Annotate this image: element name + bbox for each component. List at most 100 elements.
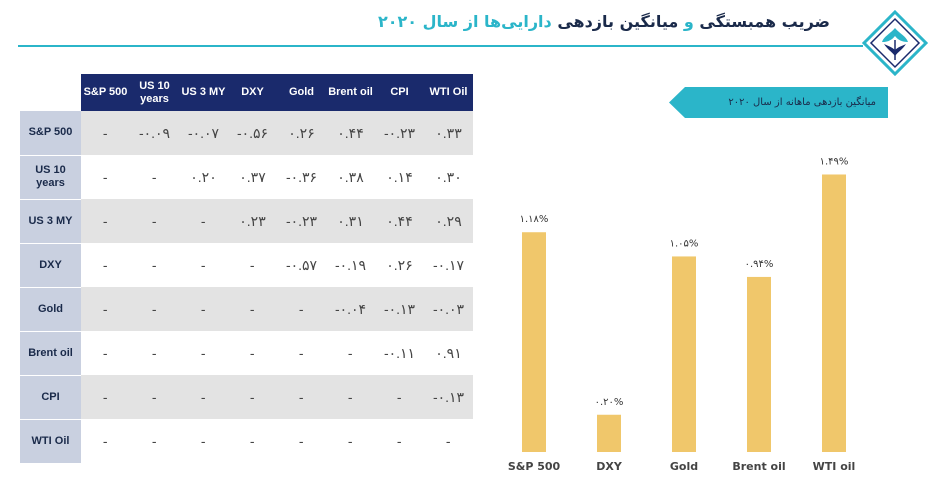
matrix-corner — [20, 74, 81, 111]
column-header: WTI Oil — [424, 74, 473, 111]
matrix-row: Gold - - - - - -۰.۰۴ -۰.۱۳ -۰.۰۳ — [20, 287, 473, 332]
matrix-cell: -۰.۱۳ — [375, 287, 424, 331]
matrix-cell: ۰.۲۹ — [424, 199, 473, 243]
column-header: US 3 MY — [179, 74, 228, 111]
matrix-cell: - — [228, 287, 277, 331]
matrix-cell: -۰.۰۷ — [179, 111, 228, 155]
matrix-row: DXY - - - - -۰.۵۷ -۰.۱۹ ۰.۲۶ -۰.۱۷ — [20, 243, 473, 288]
matrix-cell: - — [179, 199, 228, 243]
matrix-cell: - — [179, 419, 228, 463]
row-header: WTI Oil — [20, 419, 81, 464]
data-label: ۰.۲۰% — [595, 397, 624, 408]
matrix-row: Brent oil - - - - - - -۰.۱۱ ۰.۹۱ — [20, 331, 473, 376]
row-header: US 3 MY — [20, 199, 81, 244]
matrix-cell: ۰.۴۴ — [375, 199, 424, 243]
matrix-cell: -۰.۲۳ — [277, 199, 326, 243]
matrix-cell: - — [81, 287, 130, 331]
x-tick-label: Gold — [670, 460, 698, 473]
row-header: Gold — [20, 287, 81, 332]
matrix-cell: ۰.۲۶ — [375, 243, 424, 287]
column-header: US 10 years — [130, 74, 179, 111]
matrix-cell: - — [179, 287, 228, 331]
matrix-cell: - — [130, 243, 179, 287]
x-tick-label: Brent oil — [732, 460, 785, 473]
data-label: ۰.۹۴% — [745, 259, 774, 270]
matrix-cell: - — [277, 287, 326, 331]
matrix-cell: -۰.۳۶ — [277, 155, 326, 199]
matrix-cell: - — [130, 375, 179, 419]
matrix-cell: -۰.۱۳ — [424, 375, 473, 419]
title-part-assets: دارایی‌ها از سال ۲۰۲۰ — [377, 12, 552, 31]
correlation-matrix: S&P 500 US 10 years US 3 MY DXY Gold Bre… — [20, 74, 473, 464]
matrix-cell: ۰.۳۱ — [326, 199, 375, 243]
data-label: ۱.۴۹% — [820, 156, 849, 167]
matrix-cell: -۰.۵۷ — [277, 243, 326, 287]
matrix-cell: ۰.۲۳ — [228, 199, 277, 243]
x-tick-label: S&P 500 — [508, 460, 561, 473]
matrix-cell: - — [277, 375, 326, 419]
matrix-row: US 3 MY - - -۰.۲۳ -۰.۲۳ ۰.۳۱ ۰.۴۴ ۰.۲۹ — [20, 199, 473, 244]
matrix-cell: - — [130, 419, 179, 463]
title-part-average-return: میانگین بازدهی — [557, 12, 679, 31]
bar — [672, 256, 696, 452]
matrix-cell: -۰.۰۳ — [424, 287, 473, 331]
column-header: DXY — [228, 74, 277, 111]
matrix-row: CPI - - - - - - - -۰.۱۳ — [20, 375, 473, 420]
row-header: Brent oil — [20, 331, 81, 376]
title-part-correlation: ضریب همبستگی — [699, 12, 830, 31]
matrix-header-row: S&P 500 US 10 years US 3 MY DXY Gold Bre… — [20, 74, 473, 111]
matrix-row: US 10 years - -۰.۲۰ ۰.۳۷ -۰.۳۶ ۰.۳۸ ۰.۱۴ ۰.۳۰ — [20, 155, 473, 200]
column-header: CPI — [375, 74, 424, 111]
matrix-cell: - — [179, 331, 228, 375]
matrix-cell: - — [179, 243, 228, 287]
average-return-bar-chart: ۱.۱۸% S&P 500 ۰.۲۰% DXY ۱.۰۵% Gold ۰.۹۴% Brent … — [508, 156, 856, 473]
matrix-cell: - — [130, 287, 179, 331]
matrix-cell: - — [277, 419, 326, 463]
matrix-cell: - — [130, 199, 179, 243]
matrix-cell: ۰.۲۶ — [277, 111, 326, 155]
matrix-cell: - — [81, 199, 130, 243]
matrix-cell: - — [228, 375, 277, 419]
matrix-cell: -۰.۰۹ — [130, 111, 179, 155]
data-label: ۱.۰۵% — [670, 238, 699, 249]
bar — [522, 232, 546, 452]
x-tick-label: DXY — [596, 460, 623, 473]
matrix-cell: - — [179, 375, 228, 419]
matrix-cell: - — [130, 331, 179, 375]
matrix-cell: - — [130, 155, 179, 199]
row-header: CPI — [20, 375, 81, 420]
matrix-cell: - — [228, 243, 277, 287]
matrix-cell: - — [81, 331, 130, 375]
matrix-cell: -۰.۲۳ — [375, 111, 424, 155]
matrix-cell: -۰.۱۱ — [375, 331, 424, 375]
matrix-cell: ۰.۲۰ — [179, 155, 228, 199]
bar — [822, 174, 846, 453]
matrix-cell: - — [326, 331, 375, 375]
row-header: DXY — [20, 243, 81, 288]
chart-title: میانگین بازدهی ماهانه از سال ۲۰۲۰ — [728, 97, 876, 108]
matrix-cell: -۰.۵۶ — [228, 111, 277, 155]
title-conjunction: و — [683, 12, 694, 31]
matrix-row: WTI Oil - - - - - - - - — [20, 419, 473, 464]
matrix-cell: - — [277, 331, 326, 375]
matrix-cell: -۰.۱۹ — [326, 243, 375, 287]
matrix-cell: - — [424, 419, 473, 463]
matrix-row: S&P 500- -۰.۰۹ -۰.۰۷ -۰.۵۶ ۰.۲۶ ۰.۴۴ -۰.۲۳ ۰.۳۳ — [20, 111, 473, 156]
brand-logo-icon — [862, 10, 928, 76]
matrix-cell: ۰.۹۱ — [424, 331, 473, 375]
matrix-cell: - — [81, 375, 130, 419]
matrix-cell: - — [326, 419, 375, 463]
matrix-cell: - — [81, 155, 130, 199]
matrix-cell: -۰.۰۴ — [326, 287, 375, 331]
matrix-cell: - — [375, 375, 424, 419]
page-title: ضریب همبستگی و میانگین بازدهی دارایی‌ها … — [378, 12, 830, 31]
matrix-cell: - — [228, 419, 277, 463]
matrix-cell: ۰.۳۸ — [326, 155, 375, 199]
x-tick-label: WTI oil — [813, 460, 856, 473]
matrix-cell: ۰.۳۷ — [228, 155, 277, 199]
row-header: S&P 500 — [20, 111, 81, 156]
matrix-cell: ۰.۱۴ — [375, 155, 424, 199]
matrix-cell: ۰.۳۳ — [424, 111, 473, 155]
data-label: ۱.۱۸% — [520, 214, 549, 225]
matrix-cell: - — [326, 375, 375, 419]
